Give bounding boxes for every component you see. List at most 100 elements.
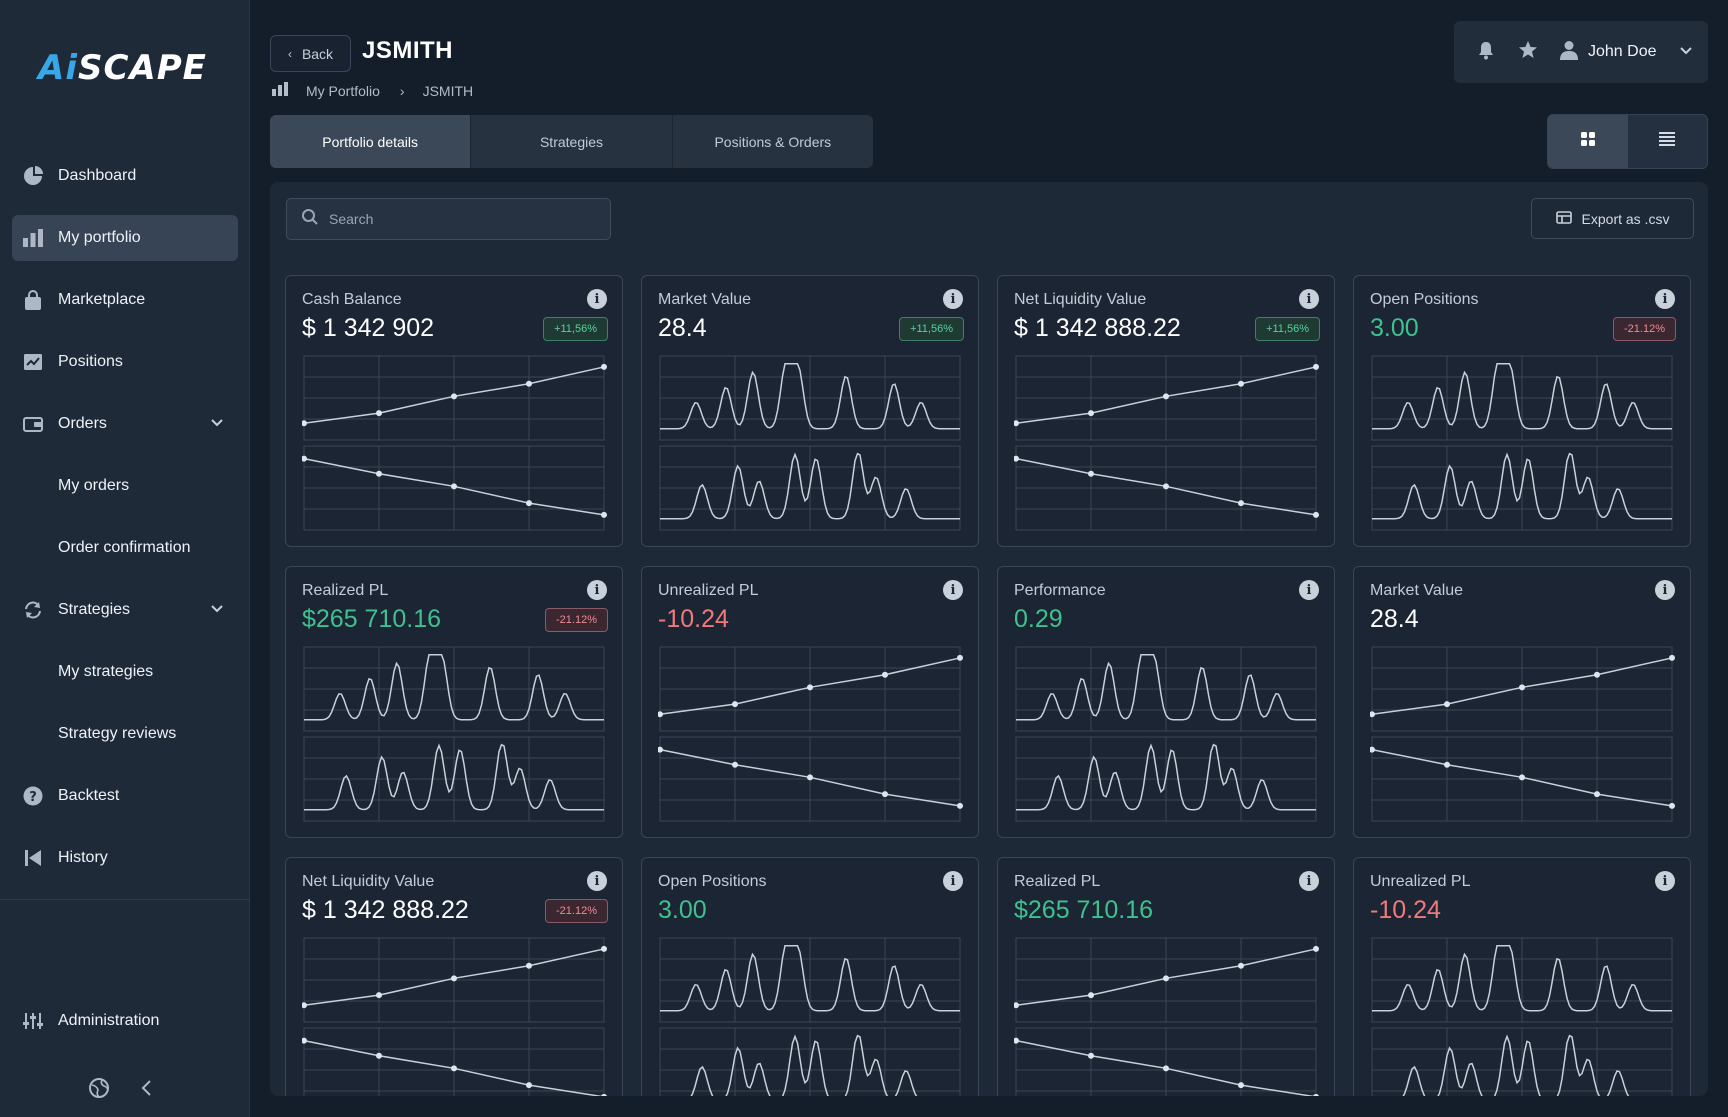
chevron-down-icon[interactable] xyxy=(210,415,224,433)
info-icon[interactable]: i xyxy=(943,871,963,891)
chevron-down-icon[interactable] xyxy=(210,601,224,619)
breadcrumb-current: JSMITH xyxy=(422,82,474,99)
info-icon[interactable]: i xyxy=(587,580,607,600)
chart-grid xyxy=(1371,646,1673,732)
metric-card[interactable]: Net Liquidity Value $ 1 342 888.22 i -21.12… xyxy=(285,857,623,1096)
search-icon xyxy=(301,208,319,231)
sparkline-chart xyxy=(659,937,961,1096)
data-point xyxy=(1088,410,1094,417)
sidebar-item-my-portfolio[interactable]: My portfolio xyxy=(12,215,238,261)
sidebar-item-dashboard[interactable]: Dashboard xyxy=(12,153,238,199)
info-icon[interactable]: i xyxy=(943,580,963,600)
sparkline-chart xyxy=(1371,355,1673,531)
sidebar-item-my-strategies[interactable]: My strategies xyxy=(12,649,238,695)
sidebar-item-history[interactable]: History xyxy=(12,835,238,881)
metric-card[interactable]: Market Value 28.4 i +11,56% xyxy=(641,275,979,547)
sparkline-chart xyxy=(1370,646,1675,822)
sidebar-item-orders[interactable]: Orders xyxy=(12,401,238,447)
sidebar-item-order-confirmation[interactable]: Order confirmation xyxy=(12,525,238,571)
sidebar-item-strategies[interactable]: Strategies xyxy=(12,587,238,633)
sidebar-item-label: Strategy reviews xyxy=(58,725,177,742)
list-view-button[interactable] xyxy=(1627,115,1707,168)
refresh-icon xyxy=(22,599,44,621)
series-line xyxy=(304,743,604,811)
info-icon[interactable]: i xyxy=(587,289,607,309)
info-icon[interactable]: i xyxy=(1299,580,1319,600)
globe-icon[interactable] xyxy=(88,1077,110,1104)
info-icon[interactable]: i xyxy=(1655,289,1675,309)
tab-strategies[interactable]: Strategies xyxy=(471,115,673,168)
app-logo[interactable]: AiSCAPE xyxy=(38,48,207,88)
data-point xyxy=(526,1082,532,1089)
collapse-sidebar-icon[interactable] xyxy=(136,1077,158,1104)
data-point xyxy=(302,420,307,427)
series-line xyxy=(1402,1034,1630,1096)
search-input[interactable] xyxy=(329,211,589,227)
data-point xyxy=(376,992,382,999)
chart-grid xyxy=(659,736,961,822)
sidebar-item-label: Positions xyxy=(58,353,123,370)
series-line xyxy=(1016,653,1316,721)
data-point xyxy=(1088,992,1094,999)
info-icon[interactable]: i xyxy=(1655,580,1675,600)
sparkline-chart xyxy=(1371,937,1673,1096)
data-point xyxy=(882,791,888,798)
sidebar-item-marketplace[interactable]: Marketplace xyxy=(12,277,238,323)
info-icon[interactable]: i xyxy=(943,289,963,309)
data-point xyxy=(1519,774,1525,781)
metric-card[interactable]: Realized PL $265 710.16 i xyxy=(997,857,1335,1096)
metric-card[interactable]: Open Positions 3.00 i -21.12% xyxy=(1353,275,1691,547)
info-icon[interactable]: i xyxy=(587,871,607,891)
star-icon[interactable] xyxy=(1518,40,1538,65)
sparkline-chart xyxy=(658,646,963,822)
metric-card[interactable]: Market Value 28.4 i xyxy=(1353,566,1691,838)
data-point xyxy=(451,975,457,982)
metric-card[interactable]: Unrealized PL -10.24 i xyxy=(1353,857,1691,1096)
question-icon: ? xyxy=(22,785,44,807)
sidebar-item-label: Backtest xyxy=(58,787,120,804)
tab-positions-orders[interactable]: Positions & Orders xyxy=(714,133,832,150)
table-icon xyxy=(1555,210,1572,227)
metric-card[interactable]: Realized PL $265 710.16 i -21.12% xyxy=(285,566,623,838)
chart-grid xyxy=(659,1027,961,1096)
sidebar-item-positions[interactable]: Positions xyxy=(12,339,238,385)
pie-chart-icon xyxy=(22,165,44,187)
data-point xyxy=(1594,791,1600,798)
grid-view-button[interactable] xyxy=(1548,115,1628,168)
metric-card[interactable]: Cash Balance $ 1 342 902 i +11,56% xyxy=(285,275,623,547)
metric-card[interactable]: Performance 0.29 i xyxy=(997,566,1335,838)
data-point xyxy=(1444,701,1450,708)
card-title: Net Liquidity Value xyxy=(1014,291,1147,308)
metric-card[interactable]: Unrealized PL -10.24 i xyxy=(641,566,979,838)
series-line xyxy=(1372,944,1672,1012)
sidebar-item-strategy-reviews[interactable]: Strategy reviews xyxy=(12,711,238,757)
breadcrumb-link-portfolio[interactable]: My Portfolio xyxy=(306,82,380,99)
bell-icon[interactable] xyxy=(1476,40,1496,65)
data-point xyxy=(1313,363,1319,370)
sparkline-chart xyxy=(1014,355,1319,531)
sidebar-footer xyxy=(88,1077,158,1104)
sidebar-item-my-orders[interactable]: My orders xyxy=(12,463,238,509)
info-icon[interactable]: i xyxy=(1299,871,1319,891)
export-csv-button[interactable]: Export as .csv xyxy=(1531,198,1694,239)
sidebar-item-label: My orders xyxy=(58,477,130,494)
user-menu[interactable]: John Doe xyxy=(1454,21,1708,83)
metric-card[interactable]: Net Liquidity Value $ 1 342 888.22 i +11,56… xyxy=(997,275,1335,547)
chevron-right-icon: › xyxy=(399,82,405,99)
card-title: Unrealized PL xyxy=(658,582,759,599)
data-point xyxy=(451,393,457,400)
shopping-bag-icon xyxy=(22,289,44,311)
sidebar-item-label: Dashboard xyxy=(58,167,137,184)
change-badge: +11,56% xyxy=(1255,317,1320,341)
sidebar-item-backtest[interactable]: ? Backtest xyxy=(12,773,238,819)
data-point xyxy=(601,945,607,952)
sidebar-item-administration[interactable]: Administration xyxy=(22,1010,159,1032)
tab-portfolio-details[interactable]: Portfolio details xyxy=(270,115,472,168)
chevron-down-icon[interactable] xyxy=(1679,43,1693,61)
info-icon[interactable]: i xyxy=(1299,289,1319,309)
chart-grid xyxy=(303,646,605,732)
info-icon[interactable]: i xyxy=(1655,871,1675,891)
metric-card[interactable]: Open Positions 3.00 i xyxy=(641,857,979,1096)
data-point xyxy=(807,774,813,781)
back-button[interactable]: ‹ Back xyxy=(270,35,351,72)
